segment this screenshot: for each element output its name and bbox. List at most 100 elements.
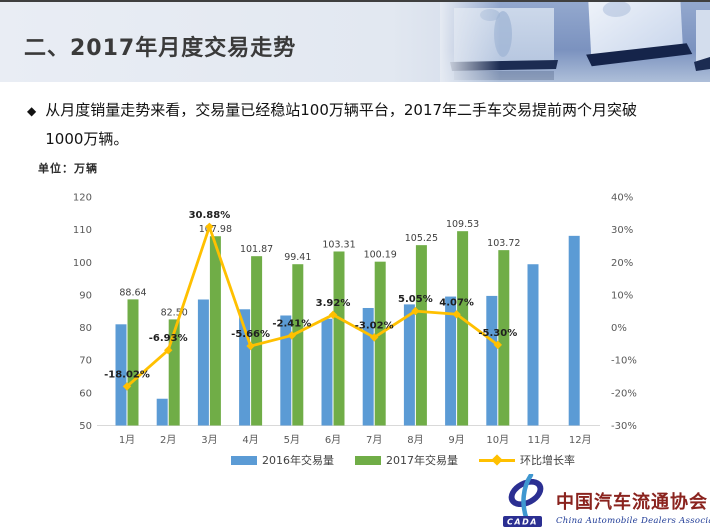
line-marker-diamond — [246, 341, 255, 351]
bar-2017 — [251, 256, 263, 426]
bar-value-label: 99.41 — [284, 252, 311, 263]
x-axis-label: 3月 — [201, 434, 217, 446]
legend-item-2016: 2016年交易量 — [231, 452, 334, 468]
bar-2016 — [527, 264, 539, 426]
left-axis-tick: 120 — [73, 193, 92, 204]
right-axis-tick: 40% — [611, 193, 633, 204]
x-axis-label: 7月 — [366, 434, 382, 446]
bar-value-label: 109.53 — [446, 219, 479, 230]
growth-value-label: 30.88% — [189, 210, 231, 221]
line-marker-diamond — [164, 345, 173, 355]
x-axis-label: 12月 — [569, 434, 592, 446]
right-axis-tick: 10% — [611, 290, 633, 301]
left-axis-tick: 60 — [79, 388, 92, 399]
bullet-text: 从月度销量走势来看，交易量已经稳站100万辆平台，2017年二手车交易提前两个月… — [45, 96, 637, 154]
growth-value-label: -5.30% — [478, 328, 517, 339]
line-marker-diamond — [493, 340, 502, 350]
logo-org-name-en: China Automobile Dealers Association — [556, 516, 710, 526]
bar-2017 — [498, 250, 510, 426]
growth-value-label: -3.02% — [355, 320, 394, 331]
growth-value-label: -6.93% — [149, 333, 188, 344]
line-marker-diamond — [205, 222, 214, 231]
diamond-bullet-icon: ◆ — [27, 104, 37, 118]
bar-2016 — [445, 296, 457, 426]
x-axis-label: 11月 — [528, 434, 551, 446]
bar-value-label: 88.64 — [119, 287, 146, 298]
unit-label: 单位：万辆 — [38, 162, 98, 175]
line-marker-diamond — [122, 382, 132, 391]
bar-value-label: 103.72 — [487, 238, 520, 249]
left-axis-tick: 70 — [79, 356, 92, 367]
bullet-line-2: 1000万辆。 — [45, 130, 129, 148]
right-axis-tick: -20% — [611, 388, 637, 399]
right-axis-tick: 20% — [611, 258, 633, 269]
bar-2017 — [333, 251, 345, 426]
bar-2016 — [239, 309, 251, 426]
line-marker-diamond — [452, 310, 461, 319]
bar-2016 — [403, 304, 415, 426]
bar-value-label: 82.50 — [161, 307, 188, 318]
right-axis-tick: 0% — [611, 323, 627, 334]
x-axis-label: 2月 — [160, 434, 176, 446]
bullet-line-1: 从月度销量走势来看，交易量已经稳站100万辆平台，2017年二手车交易提前两个月… — [45, 101, 638, 119]
top-border — [0, 0, 710, 2]
bar-2017 — [168, 319, 180, 426]
left-axis-tick: 100 — [73, 258, 92, 269]
bar-value-label: 101.87 — [240, 244, 273, 255]
bar-2016 — [156, 398, 168, 426]
header-banner: 二、2017年月度交易走势 — [0, 0, 710, 82]
bar-2017 — [374, 261, 386, 426]
growth-value-label: 4.07% — [439, 297, 474, 308]
bar-2016 — [321, 318, 333, 426]
slide-title: 二、2017年月度交易走势 — [24, 36, 297, 61]
bar-2017 — [127, 299, 139, 426]
bar-value-label: 105.25 — [405, 233, 438, 244]
left-axis-tick: 110 — [73, 225, 92, 236]
banner-cubes-image — [440, 0, 710, 82]
growth-value-label: -18.02% — [104, 369, 150, 380]
line-marker-diamond — [370, 333, 379, 342]
x-axis-label: 1月 — [119, 434, 135, 446]
line-marker-diamond — [411, 306, 420, 316]
legend-swatch-2017 — [355, 455, 381, 465]
x-axis-label: 4月 — [242, 434, 258, 446]
bar-2016 — [568, 235, 580, 426]
line-marker-diamond — [328, 310, 338, 319]
left-axis-tick: 80 — [79, 323, 92, 334]
legend-swatch-2016 — [231, 455, 257, 465]
bar-value-label: 107.98 — [199, 224, 232, 235]
logo-org-name-cn: 中国汽车流通协会 — [556, 492, 708, 513]
right-axis-tick: 30% — [611, 225, 633, 236]
growth-value-label: -2.41% — [272, 318, 311, 329]
cubes-photo-graphic — [440, 0, 710, 82]
legend-label-2016: 2016年交易量 — [262, 454, 334, 467]
right-axis-tick: -10% — [611, 356, 637, 367]
cada-emblem-icon: CADA — [503, 474, 544, 527]
bar-2016 — [280, 315, 292, 426]
growth-value-label: 3.92% — [316, 298, 351, 309]
growth-line — [126, 225, 499, 388]
line-marker-diamond — [287, 331, 296, 340]
left-axis-tick: 50 — [79, 421, 92, 432]
x-axis-label: 5月 — [284, 434, 300, 446]
growth-value-label: -5.66% — [231, 329, 270, 340]
logo-text: 中国汽车流通协会 China Automobile Dealers Associ… — [556, 488, 710, 530]
right-axis-tick: -30% — [611, 421, 637, 432]
growth-value-label: 5.05% — [398, 294, 433, 305]
bar-value-label: 100.19 — [364, 250, 397, 261]
bar-2016 — [115, 324, 127, 426]
bar-value-label: 103.31 — [322, 239, 355, 250]
bar-2017 — [415, 245, 427, 426]
cada-logo: CADA 中国汽车流通协会 China Automobile Dealers A… — [502, 474, 710, 530]
legend-item-2017: 2017年交易量 — [355, 452, 458, 468]
cada-acronym: CADA — [507, 518, 538, 527]
legend-label-growth: 环比增长率 — [520, 454, 575, 467]
bar-2016 — [362, 307, 374, 426]
x-axis-label: 10月 — [486, 434, 509, 446]
bar-2017 — [292, 264, 304, 426]
x-axis-label: 8月 — [407, 434, 423, 446]
x-axis-label: 9月 — [448, 434, 464, 446]
bar-2017 — [209, 236, 221, 426]
